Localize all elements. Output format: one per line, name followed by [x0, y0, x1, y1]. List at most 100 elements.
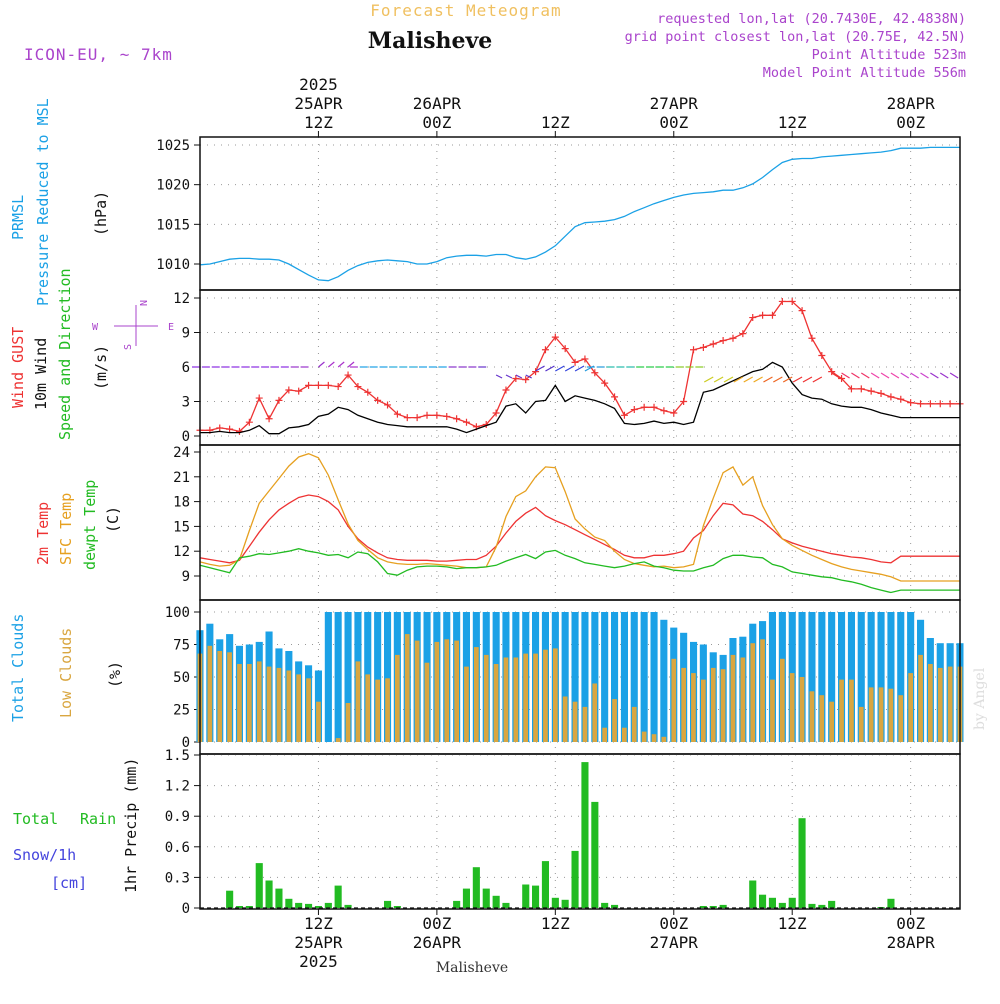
compass-w: W [92, 322, 99, 333]
low-clouds-bar [562, 696, 568, 742]
precip-panel-labels: Total Rain Snow/1h [cm] 1hr Precip (mm) [13, 758, 140, 893]
gust-point [897, 395, 905, 403]
precip-frame [199, 753, 961, 910]
low-clouds-bar [641, 731, 647, 742]
top-time-label: 25APR [294, 94, 343, 113]
total-clouds-bar [581, 612, 589, 742]
wind-direction-arrow [939, 372, 949, 379]
gust-point [423, 411, 431, 419]
credit-watermark: by Angel [972, 667, 988, 730]
low-clouds-bar [799, 677, 805, 742]
gust-point [265, 415, 273, 423]
top-time-label: 00Z [659, 113, 688, 132]
gust-point [245, 418, 253, 426]
gust-point [709, 340, 717, 348]
low-clouds-bar [770, 679, 775, 742]
cloud-unit-label: (%) [106, 661, 124, 688]
bottom-time-label: 12Z [541, 914, 570, 933]
gust-point [699, 343, 707, 351]
total-rain-bar [808, 903, 816, 908]
low-clouds-bar [878, 687, 884, 742]
wind-ytick-label: 12 [173, 291, 190, 307]
gust-point [492, 409, 500, 417]
gust-point [561, 345, 569, 353]
total-rain-bar [699, 906, 707, 908]
total-rain-bar [275, 888, 283, 908]
prmsl-label: PRMSL [9, 195, 27, 240]
temp-ytick-label: 9 [182, 569, 190, 585]
low-clouds-bar [355, 661, 361, 742]
total-rain-bar [384, 900, 392, 908]
cloud-panel: 0 25 50 75 100 [165, 599, 964, 755]
wind-panel-labels: Wind GUST 10m Wind Speed and Direction (… [9, 268, 174, 440]
bottom-time-label: 2025 [299, 952, 338, 971]
snow-unit-label: [cm] [51, 874, 87, 892]
temp-frame [199, 444, 961, 601]
wind-direction-arrow [564, 365, 575, 372]
gust-point [907, 399, 915, 407]
wind-direction-arrow [920, 372, 929, 379]
low-clouds-bar [888, 688, 894, 742]
low-clouds-bar [395, 654, 400, 742]
gust-point [502, 386, 510, 394]
model-altitude: Model Point Altitude 556m [763, 65, 966, 81]
low-clouds-bar [444, 639, 450, 742]
gust-point [670, 409, 678, 417]
gust-point [285, 386, 293, 394]
total-cloud-label: Total Clouds [9, 614, 27, 722]
total-clouds-bar [620, 612, 628, 742]
gust-point [808, 334, 816, 342]
total-rain-bar [393, 906, 401, 908]
top-time-label: 27APR [650, 94, 699, 113]
gust-point [946, 400, 954, 408]
total-rain-bar [768, 897, 776, 908]
wind-direction-arrow [812, 376, 823, 383]
wind-direction-arrow [753, 376, 763, 383]
precip-ytick-label: 0 [182, 901, 190, 917]
low-clouds-bar [483, 654, 489, 742]
low-clouds-bar [306, 678, 311, 742]
low-clouds-bar [819, 695, 825, 742]
total-clouds-bar [601, 612, 609, 742]
low-clouds-bar [631, 706, 637, 742]
low-clouds-bar [543, 649, 548, 742]
cloud-panel-labels: Total Clouds Low Clouds (%) [9, 614, 124, 722]
total-rain-bar [601, 902, 609, 908]
temp-ytick-label: 15 [173, 519, 190, 535]
precip-ytick-label: 1.5 [165, 748, 190, 764]
wind-direction-arrow [782, 376, 793, 383]
total-clouds-bar [818, 612, 826, 742]
wind-ytick-label: 0 [182, 429, 190, 445]
bottom-time-label: 27APR [650, 933, 699, 952]
total-rain-bar [295, 902, 303, 908]
gust-point [364, 388, 372, 396]
total-clouds-bar [808, 612, 816, 742]
low-clouds-bar [868, 687, 874, 742]
low-clouds-bar [947, 666, 953, 742]
low-clouds-bar [750, 643, 756, 742]
kicker-title: Forecast Meteogram [370, 1, 561, 20]
gust-point [324, 381, 332, 389]
cloud-ytick-label: 100 [165, 605, 190, 621]
gust-point [601, 379, 609, 387]
gust-point [413, 414, 421, 422]
location-title: Malisheve [368, 28, 492, 54]
precip-ytick-label: 0.3 [165, 870, 190, 886]
sfc-temp-line [199, 453, 960, 582]
temp-unit-label: (C) [104, 506, 122, 533]
bottom-time-label: 00Z [896, 914, 925, 933]
bottom-time-label: 26APR [413, 933, 462, 952]
pressure-ytick-label: 1010 [156, 257, 190, 273]
gust-point [759, 311, 767, 319]
total-rain-bar [749, 880, 757, 908]
gust-point [926, 400, 934, 408]
low-clouds-bar [207, 645, 213, 742]
low-clouds-bar [276, 667, 282, 742]
total-clouds-bar [344, 612, 352, 742]
low-clouds-bar [661, 736, 667, 742]
pressure-ytick-label: 1020 [156, 178, 190, 194]
total-rain-bar [778, 902, 786, 908]
total-rain-bar [719, 904, 727, 908]
gust-point [433, 411, 441, 419]
